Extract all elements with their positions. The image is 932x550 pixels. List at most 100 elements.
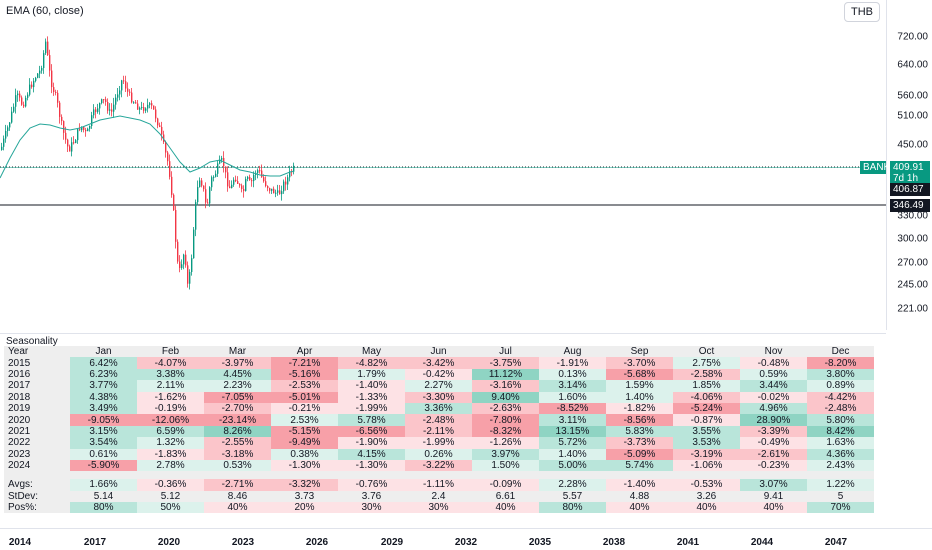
column-header: Oct: [673, 346, 740, 358]
return-cell: 3.11%: [539, 414, 606, 426]
return-cell: -1.06%: [673, 459, 740, 472]
return-cell: -2.70%: [204, 402, 271, 415]
return-cell: -3.30%: [405, 391, 472, 403]
return-cell: -3.42%: [405, 357, 472, 369]
candle-body: [85, 129, 87, 132]
return-cell: -3.75%: [472, 357, 539, 369]
candle-body: [221, 157, 223, 160]
spacer-cell: [673, 471, 740, 480]
summary-cell: 3.76: [338, 490, 405, 503]
return-cell: 0.26%: [405, 448, 472, 460]
return-cell: 5.72%: [539, 437, 606, 449]
price-chart-pane[interactable]: EMA (60, close) THB: [0, 0, 886, 330]
indicator-legend[interactable]: EMA (60, close): [6, 5, 84, 17]
return-cell: -1.33%: [338, 391, 405, 403]
price-axis[interactable]: 720.00640.00560.00510.00450.00370.00330.…: [886, 0, 932, 330]
currency-label[interactable]: THB: [844, 2, 880, 22]
candle-body: [93, 109, 95, 116]
candle-body: [1, 146, 3, 150]
return-cell: 3.14%: [539, 380, 606, 392]
candle-body: [5, 131, 7, 139]
candle-body: [225, 166, 227, 173]
candle-body: [181, 264, 183, 268]
column-header: Nov: [740, 346, 807, 358]
return-cell: -7.05%: [204, 391, 271, 403]
table-row: 2021 3.15% 6.59% 8.26% -5.15% -6.56% -2.11% -8.…: [4, 425, 874, 438]
return-cell: 2.23%: [204, 380, 271, 392]
candle-body: [251, 180, 253, 182]
candle-body: [35, 77, 37, 81]
return-cell: -1.90%: [338, 437, 405, 449]
return-cell: 3.53%: [673, 437, 740, 449]
candle-body: [119, 90, 121, 95]
return-cell: -7.80%: [472, 414, 539, 426]
return-cell: -5.16%: [271, 368, 338, 381]
return-cell: -1.30%: [271, 459, 338, 472]
candle-body: [211, 177, 213, 188]
candle-body: [113, 104, 115, 112]
return-cell: -4.42%: [807, 391, 874, 403]
candle-body: [101, 99, 103, 104]
candle-body: [95, 109, 97, 112]
return-cell: -3.70%: [606, 357, 673, 369]
return-cell: 1.60%: [539, 391, 606, 403]
time-axis[interactable]: 2014 2017 2020 2023 2026 2029 2032 2035 2038 2041…: [0, 528, 932, 550]
summary-cell: -1.11%: [405, 479, 472, 491]
year-cell: 2024: [4, 459, 70, 472]
year-cell: 2020: [4, 414, 70, 426]
candle-body: [121, 80, 123, 91]
return-cell: 1.40%: [539, 448, 606, 460]
return-cell: 9.40%: [472, 391, 539, 403]
spacer-cell: [807, 471, 874, 480]
column-header: Jun: [405, 346, 472, 358]
candle-body: [47, 41, 49, 56]
table-spacer: [4, 471, 874, 480]
summary-cell: 20%: [271, 502, 338, 514]
return-cell: 5.83%: [606, 425, 673, 438]
candle-body: [199, 180, 201, 188]
candle-body: [177, 241, 179, 262]
candle-body: [279, 190, 281, 195]
return-cell: -5.24%: [673, 402, 740, 415]
price-tick-label: 560.00: [897, 90, 928, 102]
return-cell: -0.49%: [740, 437, 807, 449]
candle-body: [293, 165, 295, 172]
year-cell: 2018: [4, 391, 70, 403]
return-cell: 1.32%: [137, 437, 204, 449]
candle-body: [217, 163, 219, 174]
candle-body: [179, 261, 181, 268]
candle-body: [145, 108, 147, 111]
summary-row: Pos%: 80% 50% 40% 20% 30% 30% 40% 80% 40% 40% 40% 70…: [4, 502, 874, 514]
time-tick-label: 2035: [528, 537, 552, 548]
column-header: Dec: [807, 346, 874, 358]
candle-body: [131, 92, 133, 103]
column-header: Mar: [204, 346, 271, 358]
price-tick-label: 450.00: [897, 139, 928, 151]
candle-body: [175, 210, 177, 242]
price-tick-label: 245.00: [897, 279, 928, 291]
year-cell: 2015: [4, 357, 70, 369]
time-tick-label: 2041: [676, 537, 700, 548]
ema-value-tag: 406.87: [890, 183, 930, 196]
candle-body: [7, 127, 9, 132]
return-cell: 3.44%: [740, 380, 807, 392]
time-tick-label: 2020: [157, 537, 181, 548]
candle-body: [79, 129, 81, 131]
candle-body: [183, 254, 185, 265]
price-tick-label: 221.00: [897, 303, 928, 315]
summary-cell: 3.07%: [740, 479, 807, 491]
candle-body: [157, 118, 159, 126]
return-cell: 2.53%: [271, 414, 338, 426]
candle-body: [289, 171, 291, 178]
candle-body: [71, 142, 73, 152]
price-chart-canvas[interactable]: [0, 0, 886, 330]
candle-body: [269, 188, 271, 191]
candle-body: [219, 159, 221, 164]
candle-body: [77, 129, 79, 141]
candle-body: [147, 104, 149, 109]
return-cell: 3.55%: [673, 425, 740, 438]
candle-body: [209, 187, 211, 204]
candle-body: [109, 109, 111, 111]
return-cell: 1.79%: [338, 368, 405, 381]
return-cell: 5.74%: [606, 459, 673, 472]
